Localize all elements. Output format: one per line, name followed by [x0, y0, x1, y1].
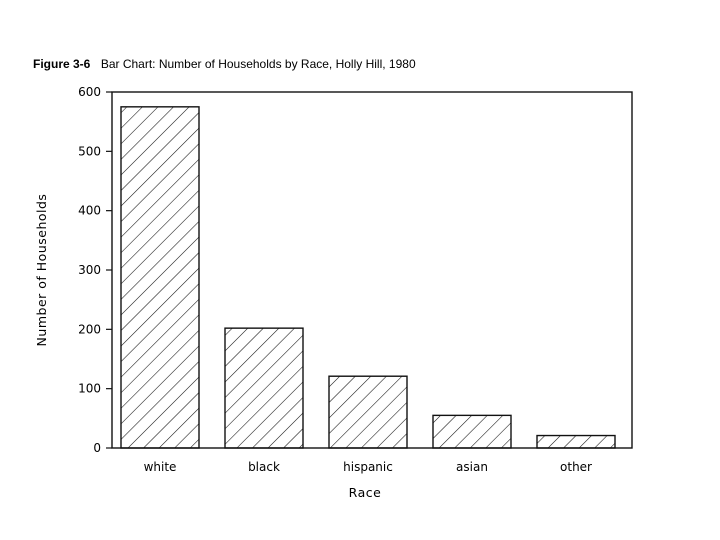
bars — [120, 106, 616, 449]
bar-hispanic — [328, 375, 408, 449]
x-tick-label: white — [144, 460, 177, 474]
y-tick-label: 600 — [78, 85, 101, 99]
y-axis-title: Number of Households — [34, 194, 49, 347]
bar-black — [224, 327, 304, 449]
x-tick-label: hispanic — [343, 460, 393, 474]
y-tick-label: 100 — [78, 382, 101, 396]
chart-title: Figure 3-6 Bar Chart: Number of Househol… — [33, 55, 416, 72]
y-tick-label: 0 — [93, 441, 101, 455]
bar-other — [536, 434, 616, 449]
y-tick-label: 500 — [78, 144, 101, 158]
y-tick-label: 400 — [78, 204, 101, 218]
x-axis-title: Race — [349, 485, 382, 500]
y-tick-label: 200 — [78, 322, 101, 336]
bar-asian — [432, 414, 512, 449]
bar-white — [120, 106, 200, 449]
x-tick-label: black — [248, 460, 280, 474]
x-axis: white black hispanic asian other — [144, 460, 592, 474]
x-tick-label: asian — [456, 460, 488, 474]
figure-caption: Bar Chart: Number of Households by Race,… — [101, 57, 416, 71]
y-tick-label: 300 — [78, 263, 101, 277]
figure-label: Figure 3-6 — [33, 57, 91, 71]
y-axis: 0 100 200 300 400 500 600 — [78, 85, 112, 455]
x-tick-label: other — [560, 460, 592, 474]
